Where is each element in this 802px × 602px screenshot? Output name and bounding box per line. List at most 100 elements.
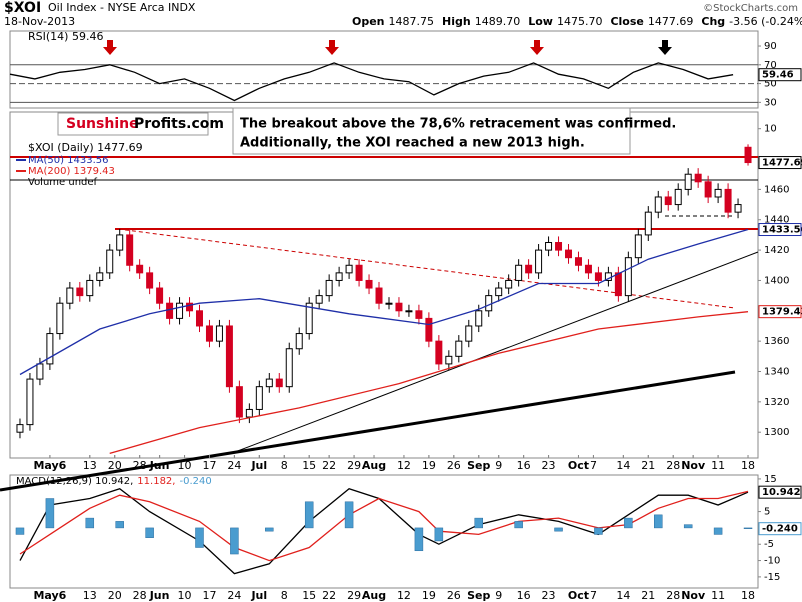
quote-label: Close: [610, 15, 643, 28]
x-tick-label: 12: [397, 459, 411, 472]
x-tick-label: 12: [397, 589, 411, 602]
y-tick-label: 50: [764, 79, 777, 90]
histogram-bar: [654, 514, 663, 529]
macd-panel: [9, 474, 759, 589]
x-tick-label: 18: [741, 589, 755, 602]
y-tick-label: 1340: [764, 367, 789, 378]
last-value-box: [758, 68, 802, 82]
legend-label: MA(200) 1379.43: [28, 166, 115, 177]
quote-label: Chg: [701, 15, 725, 28]
last-value-box: [758, 223, 802, 237]
x-tick-label: May6: [33, 589, 66, 602]
x-tick-label: Nov: [681, 459, 706, 472]
candle-body: [116, 234, 124, 251]
histogram-bar: [85, 517, 95, 529]
price-panel: [9, 111, 759, 459]
last-value-label: 10.942: [762, 487, 801, 498]
histogram-bar: [594, 527, 603, 535]
candle-body: [375, 287, 383, 304]
histogram-bar: [434, 527, 444, 542]
candle-body: [315, 295, 323, 304]
candle-body: [76, 287, 84, 297]
quote-value: 1487.75: [389, 15, 435, 28]
candle-body: [305, 302, 313, 335]
x-tick-label: 29: [347, 459, 361, 472]
y-tick-label: 5: [764, 507, 770, 518]
candle-body: [704, 181, 712, 198]
x-tick-label: 9: [495, 459, 502, 472]
x-tick-label: 8: [281, 459, 288, 472]
y-tick-label: 15: [764, 474, 777, 485]
x-tick-label: 10: [178, 589, 192, 602]
x-tick-label: Aug: [362, 459, 386, 472]
candle-body: [86, 279, 94, 297]
y-tick-label: 1420: [764, 245, 789, 256]
candle-body: [96, 272, 104, 281]
last-value-label: 1433.56: [762, 225, 802, 236]
candle-body: [425, 317, 433, 342]
candle-body: [505, 279, 513, 289]
last-value-label: 1379.43: [762, 307, 802, 318]
candle-body: [525, 264, 533, 274]
x-tick-label: 15: [302, 459, 316, 472]
candle-body: [285, 348, 293, 388]
candle-body: [535, 249, 543, 274]
date: 18-Nov-2013: [4, 15, 75, 28]
candle-body: [515, 264, 523, 281]
candle-body: [545, 242, 553, 251]
last-value-box: [758, 305, 802, 319]
candle-body: [674, 188, 682, 206]
candle-body: [724, 188, 732, 213]
candle-body: [186, 302, 194, 312]
candle-body: [46, 333, 54, 365]
x-tick-label: Oct: [568, 589, 589, 602]
series-line: [19, 487, 749, 575]
x-tick-label: 14: [616, 589, 630, 602]
x-tick-label: Sep: [467, 459, 490, 472]
trend-line: [0, 370, 736, 492]
x-tick-label: 24: [227, 459, 241, 472]
series-line: [19, 490, 749, 562]
candle-body: [555, 242, 563, 251]
source: ©StockCharts.com: [703, 3, 798, 14]
x-tick-label: 15: [302, 589, 316, 602]
x-tick-label: Sep: [467, 589, 490, 602]
quote: Open 1487.75 High 1489.70 Low 1475.70 Close 147…: [352, 15, 802, 28]
histogram-bar: [45, 498, 55, 529]
candle-body: [26, 378, 34, 426]
candle-body: [594, 272, 602, 281]
y-tick-label: 1400: [764, 275, 789, 286]
annotation-text: Additionally, the XOI reached a new 2013…: [240, 136, 585, 151]
candle-body: [166, 302, 174, 319]
x-tick-label: 21: [641, 459, 655, 472]
x-tick-label: 28: [666, 459, 680, 472]
logo-text: Sunshine: [66, 116, 139, 132]
series-line: [19, 228, 749, 376]
candle-body: [265, 378, 273, 388]
histogram-bar: [474, 517, 483, 529]
candle-body: [654, 196, 662, 213]
x-tick-label: 13: [83, 589, 97, 602]
last-value-box: [758, 156, 802, 170]
last-value-label: 59.46: [762, 70, 794, 81]
y-tick-label: 1320: [764, 397, 789, 408]
annotation-frame: [232, 107, 631, 155]
candle-body: [565, 249, 573, 259]
histogram-bar: [304, 501, 314, 529]
candle-body: [584, 264, 592, 274]
candle-body: [624, 257, 632, 297]
quote-value: 1489.70: [475, 15, 521, 28]
candle-body: [195, 310, 203, 327]
x-tick-label: Aug: [362, 589, 386, 602]
x-tick-label: 10: [178, 459, 192, 472]
trend-line: [234, 251, 759, 453]
legend-label: Volume undef: [28, 177, 98, 188]
candle-body: [156, 287, 164, 304]
candle-body: [255, 386, 263, 410]
index-name: Oil Index - NYSE Arca INDX: [48, 1, 196, 14]
quote-value: -3.56 (-0.24%): [729, 15, 802, 28]
candle-body: [734, 204, 742, 213]
candle-body: [614, 272, 622, 297]
